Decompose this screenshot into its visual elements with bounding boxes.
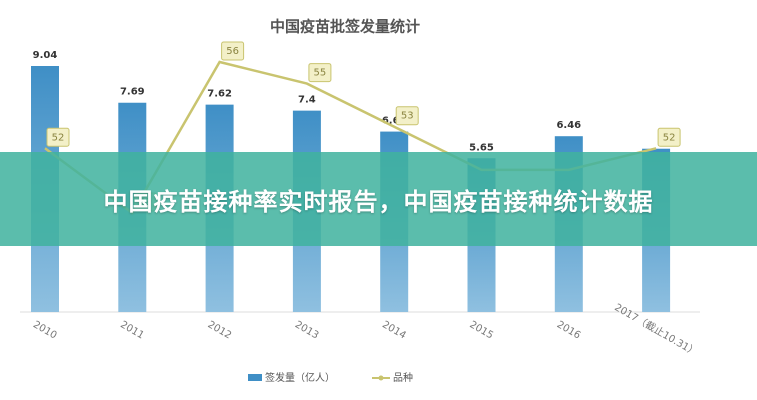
line-value-label: 56 [226,46,239,57]
x-tick-label: 2012 [206,319,234,341]
line-label-box [221,41,245,61]
x-tick-label: 2015 [467,319,495,341]
bar-value-label: 5.65 [469,142,494,153]
banner-text: 中国疫苗接种率实时报告，中国疫苗接种统计数据 [103,187,654,216]
x-tick-label: 2016 [555,319,583,341]
line-label-box [46,127,70,147]
bar-value-label: 7.62 [207,89,232,100]
x-tick-label: 2013 [293,319,321,341]
line-value-label: 53 [401,111,414,122]
bar-value-label: 7.69 [120,87,145,98]
x-tick-label: 2011 [118,319,146,341]
bar-value-label: 6.46 [556,120,581,131]
line-label-box [395,106,419,126]
chart-title: 中国疫苗批签发量统计 [270,18,420,36]
legend-swatch [248,374,262,381]
line-label-box [308,63,332,83]
bar-value-label: 7.4 [298,95,316,106]
line-value-label: 52 [52,132,65,143]
legend-swatch [378,375,384,381]
legend-label: 签发量（亿人） [265,371,335,384]
banner: 中国疫苗接种率实时报告，中国疫苗接种统计数据 [0,152,757,246]
x-tick-label: 2010 [31,319,59,341]
legend-label: 品种 [393,371,413,384]
line-value-label: 52 [663,132,676,143]
bar-value-label: 6.63 [382,116,407,127]
x-tick-label: 2014 [380,319,408,341]
line-label-box [657,127,681,147]
bar-value-label: 9.04 [33,50,58,61]
line-value-label: 55 [314,68,327,79]
